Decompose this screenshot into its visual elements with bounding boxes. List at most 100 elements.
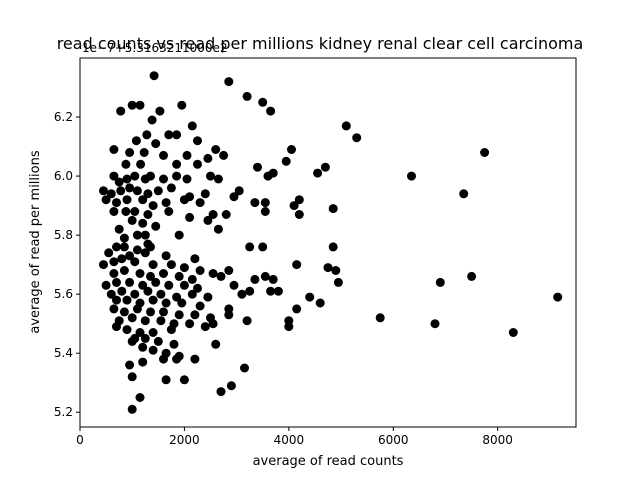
data-point: [258, 97, 268, 107]
data-point: [138, 195, 148, 205]
data-point: [179, 280, 189, 290]
data-point: [140, 248, 150, 258]
data-point: [127, 100, 137, 110]
data-point: [195, 266, 205, 275]
data-point: [179, 195, 189, 205]
axes-layer: [79, 57, 577, 428]
y-tick-label: 5.8: [54, 228, 73, 242]
data-point: [187, 274, 197, 284]
points-layer: [99, 71, 563, 414]
y-ticks: 5.2 5.4 5.6 5.8 6.0 6.2: [54, 110, 80, 419]
data-point: [164, 130, 174, 140]
data-point: [117, 286, 127, 296]
y-axis-label: average of read per millions: [28, 150, 43, 334]
data-point: [213, 224, 223, 234]
x-ticks: 0 2000 4000 6000 8000: [76, 427, 513, 447]
data-point: [245, 242, 255, 252]
data-point: [112, 322, 121, 332]
data-point: [109, 257, 119, 267]
data-point: [224, 77, 234, 87]
data-point: [101, 195, 111, 205]
data-point: [148, 328, 158, 337]
data-point: [147, 115, 157, 125]
data-point: [177, 100, 187, 110]
data-point: [161, 198, 171, 208]
data-point: [203, 215, 213, 225]
data-point: [155, 106, 165, 116]
data-point: [208, 319, 218, 329]
data-point: [287, 145, 296, 154]
data-point: [143, 210, 153, 219]
data-point: [148, 201, 158, 211]
y-tick-label: 6.2: [54, 110, 73, 124]
data-point: [305, 292, 315, 302]
data-point: [132, 304, 142, 314]
data-point: [151, 221, 161, 231]
data-point: [132, 186, 142, 196]
data-point: [407, 171, 416, 181]
data-point: [132, 230, 142, 240]
data-point: [169, 339, 179, 349]
data-point: [245, 286, 255, 296]
data-point: [146, 307, 155, 317]
data-point: [143, 189, 153, 199]
data-point: [313, 168, 323, 178]
x-axis-label: average of read counts: [252, 454, 404, 469]
data-point: [193, 159, 202, 169]
data-point: [125, 251, 135, 261]
data-point: [333, 277, 343, 287]
data-point: [149, 71, 159, 81]
data-point: [151, 277, 161, 287]
data-point: [190, 254, 200, 264]
data-point: [553, 292, 563, 302]
data-point: [159, 269, 168, 278]
data-point: [130, 171, 140, 181]
data-point: [263, 171, 273, 181]
data-point: [122, 325, 132, 335]
data-point: [106, 289, 116, 299]
data-point: [179, 263, 189, 273]
data-point: [341, 121, 351, 131]
data-point: [292, 260, 302, 270]
data-point: [127, 215, 137, 225]
data-point: [172, 159, 182, 169]
data-point: [127, 336, 137, 346]
data-point: [435, 277, 445, 287]
data-point: [114, 224, 124, 234]
data-point: [242, 91, 252, 101]
data-point: [237, 289, 247, 299]
data-point: [208, 269, 218, 278]
data-point: [131, 136, 141, 146]
data-point: [203, 292, 213, 302]
y-tick-label: 5.6: [54, 287, 73, 301]
data-point: [430, 319, 440, 329]
data-point: [328, 204, 338, 214]
data-point: [195, 301, 205, 311]
data-point: [159, 174, 168, 184]
data-point: [234, 186, 244, 196]
data-point: [229, 280, 239, 290]
data-point: [153, 186, 163, 196]
data-point: [224, 266, 234, 275]
data-point: [467, 271, 477, 281]
data-point: [224, 310, 234, 320]
data-point: [208, 210, 218, 219]
y-tick-label: 5.2: [54, 405, 73, 419]
data-point: [101, 280, 111, 290]
data-point: [104, 248, 114, 258]
data-point: [164, 207, 174, 216]
data-point: [146, 242, 155, 252]
data-point: [112, 242, 121, 252]
data-point: [112, 295, 121, 305]
x-tick-label: 0: [76, 433, 84, 447]
data-point: [161, 251, 171, 261]
data-point: [159, 354, 168, 364]
data-point: [135, 393, 145, 402]
data-point: [166, 260, 176, 270]
data-point: [320, 162, 330, 172]
data-point: [138, 218, 148, 228]
data-point: [260, 207, 270, 216]
data-point: [138, 280, 148, 290]
data-point: [187, 289, 197, 299]
